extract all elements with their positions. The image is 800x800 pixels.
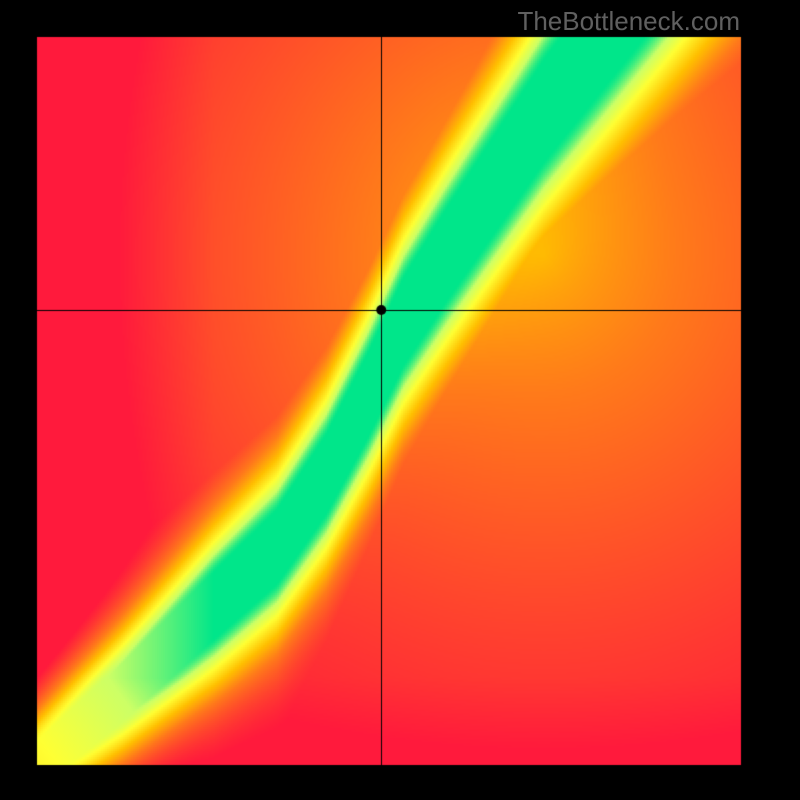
watermark-text: TheBottleneck.com <box>517 6 740 37</box>
chart-outer: { "watermark": { "text": "TheBottleneck.… <box>0 0 800 800</box>
bottleneck-heatmap <box>0 0 800 800</box>
